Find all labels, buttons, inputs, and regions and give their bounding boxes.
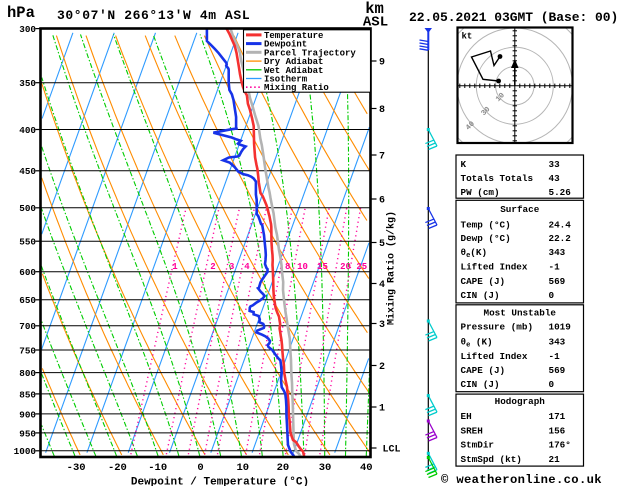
svg-text:156: 156 [549,426,566,437]
svg-text:20: 20 [340,262,351,272]
svg-text:3: 3 [379,320,385,331]
svg-text:5.26: 5.26 [549,187,572,198]
svg-text:CAPE (J): CAPE (J) [461,365,506,376]
svg-text:kt: kt [462,32,473,42]
svg-text:ASL: ASL [363,15,388,31]
svg-text:SREH: SREH [461,426,483,437]
svg-text:350: 350 [19,78,36,89]
svg-text:EH: EH [461,411,472,422]
svg-text:176°: 176° [549,440,571,451]
svg-text:22.2: 22.2 [549,233,572,244]
svg-text:4: 4 [244,262,250,272]
svg-text:950: 950 [19,428,36,439]
svg-text:Hodograph: Hodograph [495,396,546,407]
svg-text:500: 500 [19,203,36,214]
svg-text:LCL: LCL [383,444,401,455]
svg-text:-1: -1 [549,351,561,362]
svg-text:-1: -1 [549,261,561,272]
svg-text:Temperature: Temperature [264,31,323,41]
svg-text:2: 2 [210,262,215,272]
svg-text:Dewpoint / Temperature (°C): Dewpoint / Temperature (°C) [131,477,309,487]
svg-text:7: 7 [379,151,385,162]
svg-text:Isotherm: Isotherm [264,75,308,85]
svg-text:1019: 1019 [549,322,572,333]
svg-text:StmSpd (kt): StmSpd (kt) [461,454,522,465]
svg-text:1: 1 [172,262,178,272]
svg-text:650: 650 [19,295,36,306]
svg-text:0: 0 [197,462,203,474]
svg-text:6: 6 [379,195,385,206]
svg-text:-10: -10 [148,462,167,474]
svg-text:3: 3 [229,262,234,272]
svg-text:5: 5 [379,239,385,250]
svg-text:Mixing Ratio: Mixing Ratio [264,83,329,93]
svg-text:1000: 1000 [14,446,37,457]
svg-text:15: 15 [317,262,328,272]
svg-text:Mixing Ratio (g/kg): Mixing Ratio (g/kg) [386,211,398,325]
svg-text:PW (cm): PW (cm) [461,187,500,198]
svg-text:569: 569 [549,365,566,376]
svg-text:Lifted Index: Lifted Index [461,261,528,272]
svg-text:550: 550 [19,237,36,248]
svg-text:400: 400 [19,125,36,136]
svg-text:Temp (°C): Temp (°C) [461,219,511,230]
svg-text:Surface: Surface [500,204,539,215]
svg-text:0: 0 [549,379,555,390]
svg-text:700: 700 [19,321,36,332]
svg-text:30: 30 [319,462,332,474]
svg-text:8: 8 [379,105,385,116]
svg-text:CIN (J): CIN (J) [461,290,500,301]
svg-text:CIN (J): CIN (J) [461,379,500,390]
svg-text:Totals Totals: Totals Totals [461,173,534,184]
svg-text:© weatheronline.co.uk: © weatheronline.co.uk [441,473,602,486]
svg-text:4: 4 [379,280,385,291]
svg-text:40: 40 [360,462,373,474]
svg-text:25: 25 [356,262,367,272]
svg-text:Lifted Index: Lifted Index [461,351,528,362]
svg-text:300: 300 [19,24,36,35]
svg-text:-30: -30 [67,462,86,474]
svg-text:Dry Adiabat: Dry Adiabat [264,57,323,67]
svg-text:K: K [461,159,467,170]
svg-text:2: 2 [379,362,385,373]
svg-text:hPa: hPa [7,4,35,22]
svg-text:850: 850 [19,389,36,400]
svg-text:900: 900 [19,409,36,420]
svg-text:km: km [365,0,384,18]
svg-text:22.05.2021 03GMT (Base: 00): 22.05.2021 03GMT (Base: 00) [409,10,618,25]
svg-text:0: 0 [549,290,555,301]
svg-text:CAPE (J): CAPE (J) [461,276,506,287]
svg-text:20: 20 [277,462,290,474]
svg-text:21: 21 [549,454,561,465]
svg-text:343: 343 [549,336,566,347]
svg-text:600: 600 [19,267,36,278]
svg-text:750: 750 [19,345,36,356]
svg-text:9: 9 [379,57,385,68]
svg-text:30°07'N 266°13'W 4m ASL: 30°07'N 266°13'W 4m ASL [57,8,250,23]
svg-text:10: 10 [236,462,249,474]
svg-text:Wet Adiabat: Wet Adiabat [264,66,323,76]
svg-text:343: 343 [549,247,566,258]
svg-text:Dewp (°C): Dewp (°C) [461,233,511,244]
svg-text:Most Unstable: Most Unstable [483,308,556,319]
svg-text:10: 10 [297,262,308,272]
svg-text:1: 1 [379,403,385,414]
svg-text:171: 171 [549,411,566,422]
svg-text:8: 8 [285,262,290,272]
svg-text:Dewpoint: Dewpoint [264,40,307,50]
svg-text:-20: -20 [108,462,127,474]
svg-text:450: 450 [19,166,36,177]
svg-text:Parcel Trajectory: Parcel Trajectory [264,48,356,58]
svg-text:StmDir: StmDir [461,440,494,451]
svg-text:43: 43 [549,173,561,184]
svg-text:569: 569 [549,276,566,287]
svg-text:24.4: 24.4 [549,219,572,230]
svg-text:800: 800 [19,368,36,379]
svg-text:33: 33 [549,159,561,170]
svg-text:Pressure (mb): Pressure (mb) [461,322,534,333]
